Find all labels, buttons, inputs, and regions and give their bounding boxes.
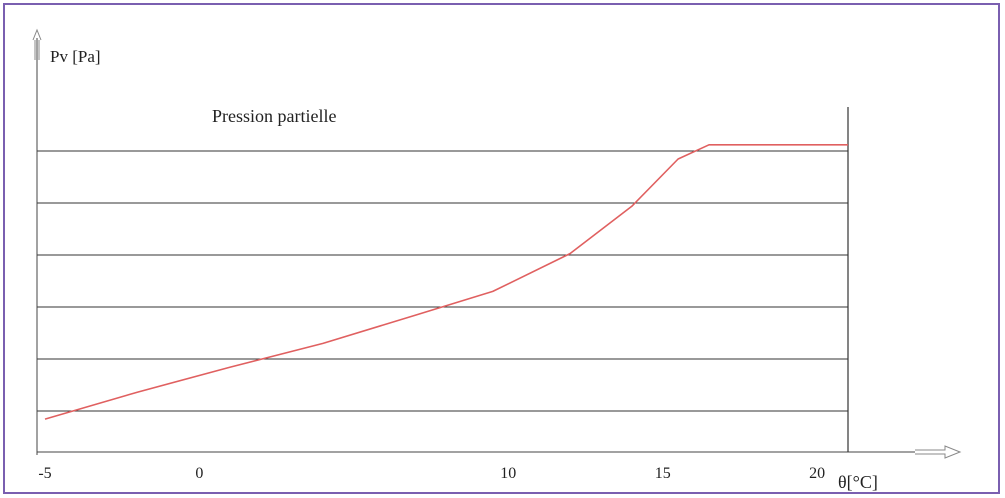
x-tick-label-2: 10	[500, 465, 516, 482]
x-tick-label-3: 15	[655, 465, 671, 482]
curve-annotation: Pression partielle	[212, 106, 336, 126]
chart-frame	[3, 3, 1000, 494]
x-axis-label: θ[°C]	[838, 472, 878, 492]
x-ticks: -5 0 10 15 20	[38, 465, 825, 482]
x-tick-label-4: 20	[809, 465, 825, 482]
x-tick-label-1: 0	[195, 465, 203, 482]
x-axis-arrow	[915, 445, 962, 459]
x-tick-label-0: -5	[38, 465, 51, 482]
y-axis-arrow	[32, 28, 42, 60]
series-line-0	[44, 144, 848, 420]
series-group	[44, 144, 848, 420]
grid-lines	[37, 150, 848, 412]
y-axis-label: Pv [Pa]	[50, 47, 101, 66]
